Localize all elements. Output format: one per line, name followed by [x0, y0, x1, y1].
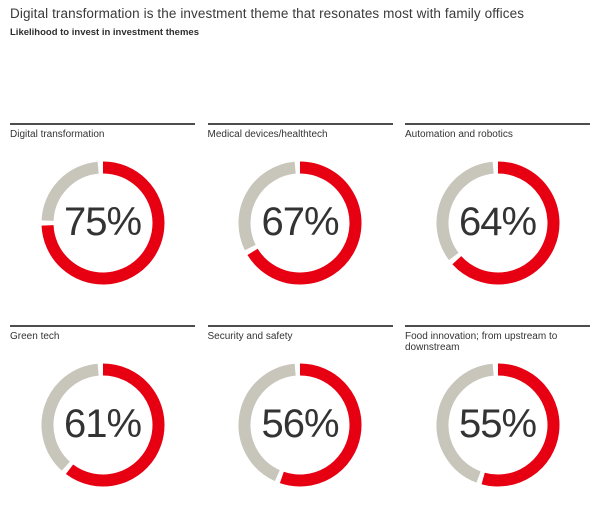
theme-label: Medical devices/healthtech	[207, 128, 328, 140]
donut-chart: 55%	[436, 363, 560, 487]
donut-ring-icon	[41, 363, 164, 486]
remainder-arc	[436, 363, 494, 483]
donut-tile: Security and safety 56%	[207, 325, 393, 487]
donut-ring-icon	[238, 363, 362, 486]
donut-chart: 67%	[238, 161, 362, 285]
donut-ring-icon	[41, 161, 164, 284]
percent-value: 67%	[261, 200, 339, 244]
donut-tile: Digital transformation 75%	[10, 123, 195, 325]
value-arc	[451, 161, 559, 284]
tile-divider	[10, 325, 195, 327]
tile-divider	[10, 123, 195, 125]
donut-chart: 56%	[238, 363, 362, 487]
remainder-arc	[238, 161, 296, 250]
tile-divider	[207, 325, 393, 327]
remainder-arc	[238, 363, 296, 481]
donut-grid: Digital transformation 75% Medical devices…	[10, 123, 590, 487]
value-arc	[247, 161, 362, 284]
percent-value: 61%	[63, 402, 142, 446]
percent-value: 75%	[63, 200, 142, 244]
figure-title: Digital transformation is the investment…	[10, 6, 525, 21]
figure-subtitle: Likelihood to invest in investment theme…	[10, 27, 199, 38]
remainder-arc	[41, 363, 99, 471]
remainder-arc	[41, 161, 99, 221]
tile-divider	[405, 325, 590, 327]
donut-tile: Automation and robotics 64%	[405, 123, 590, 325]
donut-ring-icon	[436, 161, 559, 284]
percent-value: 64%	[458, 200, 537, 244]
donut-tile: Medical devices/healthtech 67%	[207, 123, 393, 325]
theme-label: Digital transformation	[10, 128, 105, 140]
value-arc	[65, 363, 164, 486]
tile-divider	[207, 123, 393, 125]
percent-value: 56%	[261, 402, 339, 446]
donut-tile: Green tech 61%	[10, 325, 195, 487]
percent-value: 55%	[458, 402, 537, 446]
theme-label: Green tech	[10, 330, 60, 342]
donut-tile: Food innovation; from upstream to downst…	[405, 325, 590, 487]
value-arc	[279, 363, 362, 486]
tile-divider	[405, 123, 590, 125]
donut-chart: 75%	[41, 161, 165, 285]
donut-chart: 64%	[436, 161, 560, 285]
theme-label: Security and safety	[207, 330, 293, 342]
theme-label: Automation and robotics	[405, 128, 513, 140]
theme-label: Food innovation; from upstream to downst…	[405, 330, 558, 354]
remainder-arc	[436, 161, 494, 260]
value-arc	[481, 363, 559, 486]
donut-ring-icon	[436, 363, 559, 486]
donut-ring-icon	[238, 161, 362, 284]
value-arc	[41, 161, 164, 284]
donut-chart: 61%	[41, 363, 165, 487]
